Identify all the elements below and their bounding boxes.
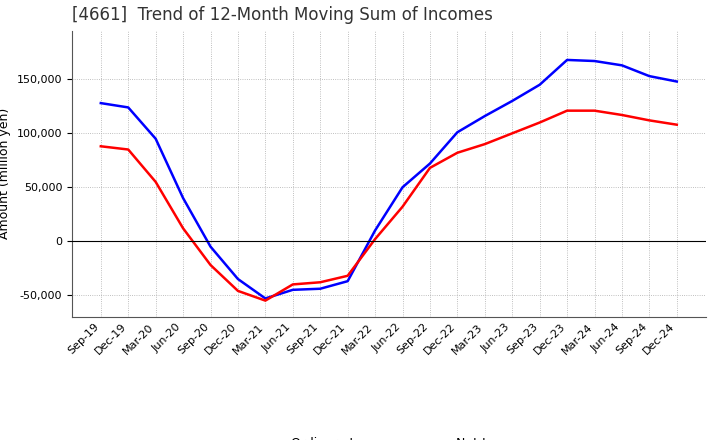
Net Income — [563, 108, 572, 114]
Line: Ordinary Income: Ordinary Income — [101, 60, 677, 298]
Net Income — [398, 204, 407, 209]
Line: Net Income: Net Income — [101, 111, 677, 301]
Ordinary Income — [508, 98, 516, 103]
Net Income — [124, 147, 132, 152]
Ordinary Income — [289, 287, 297, 293]
Ordinary Income — [371, 228, 379, 233]
Net Income — [618, 112, 626, 117]
Net Income — [96, 143, 105, 149]
Ordinary Income — [206, 244, 215, 249]
Net Income — [206, 262, 215, 268]
Net Income — [316, 280, 325, 285]
Net Income — [179, 226, 187, 231]
Net Income — [672, 122, 681, 127]
Net Income — [508, 131, 516, 136]
Ordinary Income — [590, 59, 599, 64]
Net Income — [480, 142, 489, 147]
Ordinary Income — [645, 73, 654, 79]
Net Income — [371, 236, 379, 242]
Ordinary Income — [453, 130, 462, 135]
Net Income — [289, 282, 297, 287]
Legend: Ordinary Income, Net Income: Ordinary Income, Net Income — [245, 432, 533, 440]
Ordinary Income — [96, 100, 105, 106]
Net Income — [645, 118, 654, 123]
Ordinary Income — [536, 82, 544, 88]
Net Income — [453, 150, 462, 155]
Net Income — [343, 273, 352, 279]
Net Income — [536, 120, 544, 125]
Ordinary Income — [563, 57, 572, 62]
Text: [4661]  Trend of 12-Month Moving Sum of Incomes: [4661] Trend of 12-Month Moving Sum of I… — [72, 6, 493, 24]
Ordinary Income — [316, 286, 325, 291]
Net Income — [426, 165, 434, 171]
Net Income — [261, 298, 270, 303]
Net Income — [233, 288, 242, 293]
Ordinary Income — [618, 62, 626, 68]
Net Income — [590, 108, 599, 114]
Net Income — [151, 179, 160, 184]
Ordinary Income — [426, 161, 434, 166]
Ordinary Income — [233, 276, 242, 282]
Ordinary Income — [480, 114, 489, 119]
Ordinary Income — [398, 185, 407, 190]
Ordinary Income — [179, 195, 187, 201]
Ordinary Income — [124, 105, 132, 110]
Ordinary Income — [672, 79, 681, 84]
Ordinary Income — [343, 279, 352, 284]
Y-axis label: Amount (million yen): Amount (million yen) — [0, 108, 12, 239]
Ordinary Income — [261, 296, 270, 301]
Ordinary Income — [151, 136, 160, 141]
